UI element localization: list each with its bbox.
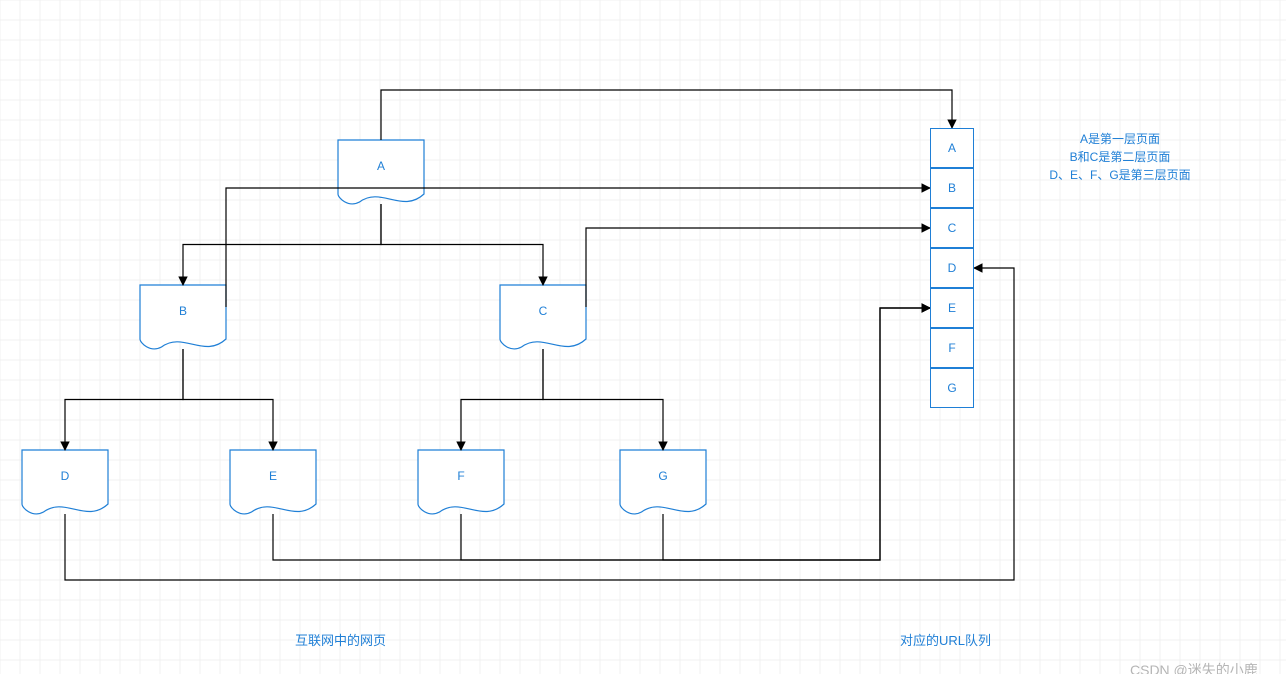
page-node-label-d: D [61,469,70,483]
queue-cell-g: G [930,368,974,408]
queue-cell-c: C [930,208,974,248]
watermark: CSDN @迷失的小鹿 [1130,660,1258,674]
page-node-label-g: G [658,469,667,483]
legend-text: A是第一层页面B和C是第二层页面D、E、F、G是第三层页面 [1049,130,1190,184]
caption-0: 互联网中的网页 [295,630,386,649]
legend-line-0: A是第一层页面 [1049,130,1190,148]
diagram-canvas: ABCDEFGABCDEFGA是第一层页面B和C是第二层页面D、E、F、G是第三… [0,0,1286,674]
queue-cell-f: F [930,328,974,368]
page-node-label-b: B [179,304,187,318]
caption-1: 对应的URL队列 [900,630,991,649]
legend-line-2: D、E、F、G是第三层页面 [1049,166,1190,184]
queue-cell-e: E [930,288,974,328]
legend-line-1: B和C是第二层页面 [1049,148,1190,166]
queue-cell-b: B [930,168,974,208]
page-node-label-f: F [457,469,464,483]
queue-cell-d: D [930,248,974,288]
queue-cell-a: A [930,128,974,168]
page-node-label-a: A [377,159,385,173]
page-node-label-c: C [539,304,548,318]
diagram-svg [0,0,1286,674]
page-node-label-e: E [269,469,277,483]
